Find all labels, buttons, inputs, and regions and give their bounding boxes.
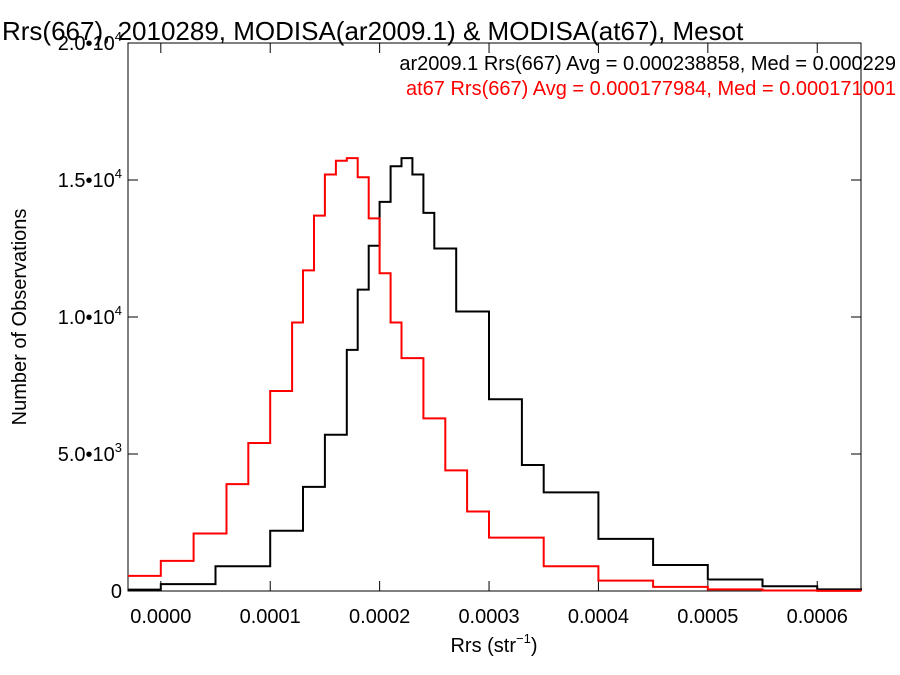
chart-title: Rrs(667), 2010289, MODISA(ar2009.1) & MO… xyxy=(2,16,744,46)
y-tick-label: 2.0•104 xyxy=(58,29,122,55)
x-tick-label: 0.0002 xyxy=(349,606,410,628)
y-tick-label: 1.0•104 xyxy=(58,303,122,329)
x-axis-label: Rrs (str−1) xyxy=(450,631,537,657)
series-layer xyxy=(128,157,862,592)
x-axis-label-end: ) xyxy=(531,635,538,657)
x-axis-ticks: 0.0000 0.0001 0.0002 0.0003 0.0004 0.0005 0.00… xyxy=(130,43,848,628)
x-axis-label-main: Rrs (str xyxy=(450,635,516,657)
x-tick-label: 0.0004 xyxy=(568,606,629,628)
y-axis-ticks: 0 5.0•103 1.0•104 1.5•104 2.0•104 xyxy=(58,29,861,603)
y-axis-label: Number of Observations xyxy=(9,209,31,426)
plot-frame xyxy=(127,42,862,592)
y-tick-label: 0 xyxy=(111,581,122,603)
x-tick-label: 0.0001 xyxy=(240,606,301,628)
y-tick-label: 1.5•104 xyxy=(58,166,122,192)
series-line-1 xyxy=(128,157,862,591)
series-line-2 xyxy=(128,157,862,592)
x-axis-label-superscript: −1 xyxy=(516,631,531,646)
x-tick-label: 0.0006 xyxy=(787,606,848,628)
x-tick-label: 0.0005 xyxy=(677,606,738,628)
x-tick-label: 0.0003 xyxy=(458,606,519,628)
y-tick-label: 5.0•103 xyxy=(58,440,122,466)
legend: ar2009.1 Rrs(667) Avg = 0.000238858, Med… xyxy=(399,53,896,100)
legend-entry-1: ar2009.1 Rrs(667) Avg = 0.000238858, Med… xyxy=(399,53,896,75)
legend-entry-2: at67 Rrs(667) Avg = 0.000177984, Med = 0… xyxy=(406,78,896,100)
x-tick-label: 0.0000 xyxy=(130,606,191,628)
